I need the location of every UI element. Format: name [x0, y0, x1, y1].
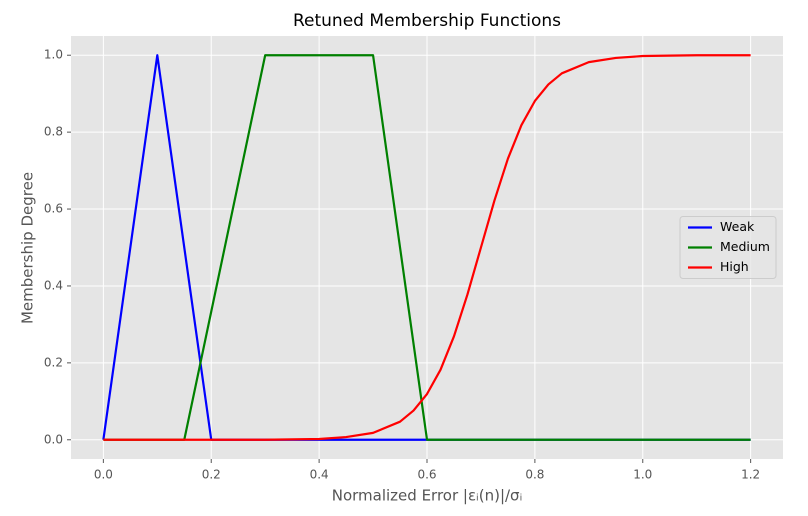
chart-title: Retuned Membership Functions — [293, 11, 561, 31]
y-tick-label: 0.2 — [44, 355, 63, 369]
legend-label: Weak — [720, 219, 755, 234]
y-tick-label: 0.0 — [44, 432, 63, 446]
lines — [102, 54, 751, 441]
y-tick-label: 0.4 — [44, 278, 63, 292]
legend-label: High — [720, 259, 749, 274]
x-tick-label: 1.0 — [633, 468, 652, 482]
y-axis-label: Membership Degree — [19, 172, 37, 324]
x-tick-label: 0.8 — [525, 468, 544, 482]
legend: Weak Medium High — [679, 216, 777, 279]
x-tick-label: 0.4 — [310, 468, 329, 482]
y-tick-label: 0.6 — [44, 202, 63, 216]
x-axis-label: Normalized Error |εᵢ(n)|/σᵢ — [332, 487, 523, 505]
x-tick-label: 0.2 — [202, 468, 221, 482]
x-tick-label: 0.0 — [94, 468, 113, 482]
y-tick-label: 1.0 — [44, 48, 63, 62]
legend-label: Medium — [720, 239, 770, 254]
y-tick-label: 0.8 — [44, 125, 63, 139]
x-tick-label: 0.6 — [417, 468, 436, 482]
legend-box — [679, 216, 777, 279]
x-tick-label: 1.2 — [741, 468, 760, 482]
series-line — [103, 54, 751, 441]
